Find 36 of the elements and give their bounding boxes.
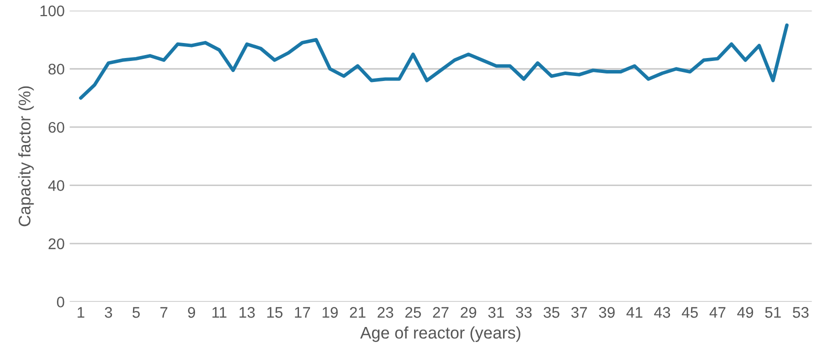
x-tick-label: 25 — [405, 307, 421, 318]
y-tick-label: 20 — [48, 238, 64, 250]
x-tick-label: 17 — [294, 307, 310, 318]
x-axis-title: Age of reactor (years) — [360, 326, 520, 342]
x-tick-label: 13 — [240, 307, 255, 318]
x-tick-label: 35 — [544, 307, 560, 318]
line-series — [79, 23, 789, 100]
x-tick-label: 1 — [78, 307, 84, 318]
x-tick-label: 21 — [350, 307, 366, 318]
x-tick-label: 9 — [188, 307, 196, 318]
x-tick-label: 7 — [160, 307, 168, 318]
x-tick-label: 37 — [571, 307, 587, 318]
y-tick-label: 100 — [40, 6, 64, 16]
y-tick-label: 0 — [56, 296, 64, 308]
x-tick-label: 45 — [682, 307, 698, 318]
x-tick-label: 41 — [626, 307, 642, 318]
x-tick-label: 5 — [132, 307, 140, 318]
y-axis-title: Capacity factor (%) — [18, 86, 34, 226]
x-tick-label: 11 — [212, 307, 226, 318]
x-tick-label: 27 — [433, 307, 448, 318]
x-tick-label: 3 — [104, 307, 112, 318]
x-tick-label: 33 — [516, 307, 532, 318]
y-tick-label: 80 — [48, 64, 64, 75]
x-tick-label: 19 — [322, 307, 338, 318]
x-tick-label: 39 — [598, 307, 615, 318]
x-tick-label: 51 — [765, 307, 781, 318]
x-tick-label: 47 — [710, 307, 726, 318]
y-tick-label: 60 — [48, 122, 64, 133]
x-tick-label: 43 — [654, 307, 670, 318]
x-tick-label: 31 — [488, 307, 504, 318]
y-tick-label: 40 — [48, 180, 64, 191]
x-tick-label: 15 — [267, 307, 282, 318]
x-tick-label: 53 — [792, 307, 809, 318]
x-tick-label: 23 — [378, 307, 394, 318]
x-tick-label: 49 — [737, 307, 754, 318]
x-tick-label: 29 — [460, 307, 476, 318]
